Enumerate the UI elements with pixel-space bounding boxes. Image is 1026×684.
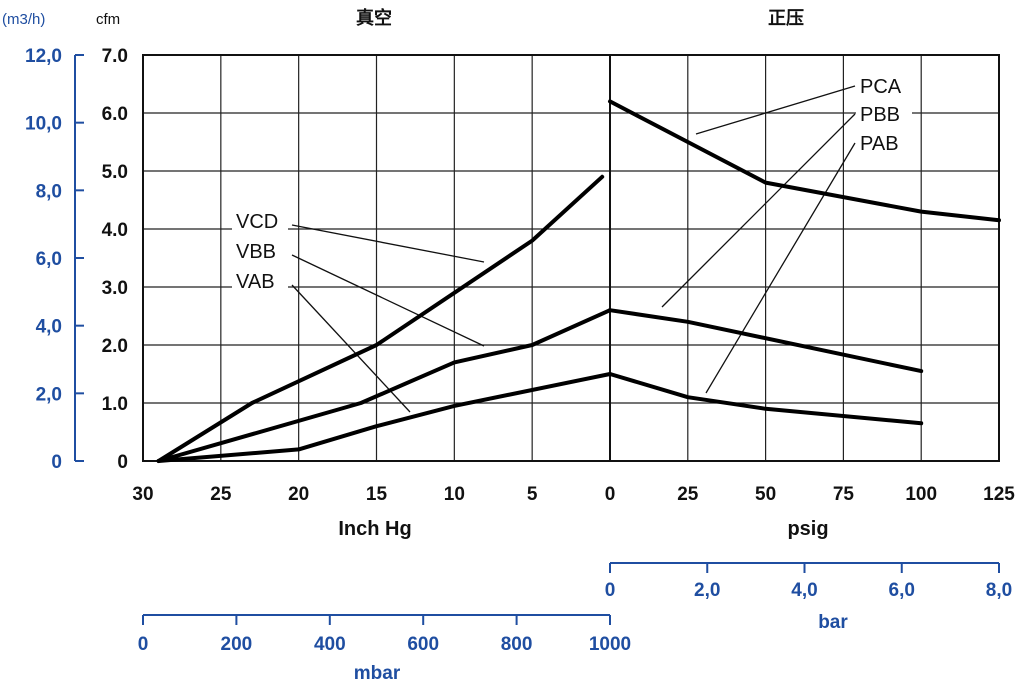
- x-vacuum-tick: 15: [366, 484, 388, 505]
- y-cfm-tick: 4.0: [102, 220, 128, 241]
- y-m3h-tick: 10,0: [25, 114, 62, 135]
- x-bar-label: bar: [818, 612, 848, 633]
- label-backing: [856, 74, 912, 98]
- x-vacuum-tick: 25: [210, 484, 232, 505]
- y-cfm-tick: 3.0: [102, 278, 128, 299]
- y-cfm-tick: 2.0: [102, 336, 128, 357]
- y-m3h-tick: 4,0: [36, 317, 62, 338]
- label-backing: [232, 239, 288, 263]
- label-backing: [232, 269, 288, 293]
- x-bar-tick: 0: [605, 580, 616, 601]
- x-pressure-tick: 100: [905, 484, 937, 505]
- y-m3h-tick: 0: [51, 452, 62, 473]
- y-m3h-tick: 6,0: [36, 249, 62, 270]
- header-pressure: 正压: [768, 8, 804, 28]
- x-vacuum-tick: 20: [288, 484, 309, 505]
- y-cfm-tick: 7.0: [102, 46, 128, 67]
- y-m3h-tick: 2,0: [36, 384, 62, 405]
- x-pressure-tick: 75: [833, 484, 855, 505]
- series-vab-line: [156, 372, 612, 463]
- series-vcd-line: [156, 174, 605, 463]
- leader-pca: [695, 85, 856, 135]
- x-pressure-tick: 125: [983, 484, 1015, 505]
- plot-frame: [142, 54, 1000, 462]
- y-m3h-tick: 8,0: [36, 181, 62, 202]
- series-pbb-line: [608, 308, 924, 374]
- series-curves: [156, 99, 1001, 463]
- x-bar-tick: 6,0: [889, 580, 915, 601]
- unit-cfm-label: cfm: [96, 11, 120, 28]
- y-cfm-tick: 5.0: [102, 162, 128, 183]
- x-vacuum-tick: 0: [605, 484, 616, 505]
- header-vacuum: 真空: [356, 7, 392, 28]
- series-pab-label: PAB: [860, 133, 899, 155]
- series-vab-label: VAB: [236, 271, 275, 293]
- label-backing: [232, 209, 288, 233]
- series-vbb-label: VBB: [236, 241, 276, 263]
- x-mbar-tick: 600: [407, 634, 439, 655]
- series-pbb-label: PBB: [860, 104, 900, 126]
- leader-lines: [291, 85, 856, 413]
- x-mbar-tick: 400: [314, 634, 346, 655]
- label-backing: [856, 131, 912, 155]
- x-pressure-tick: 50: [755, 484, 776, 505]
- series-vbb-line: [156, 308, 612, 463]
- grid: [142, 54, 1000, 462]
- leader-vab: [291, 284, 411, 413]
- x-bar-tick: 8,0: [986, 580, 1012, 601]
- y-m3h-tick: 12,0: [25, 46, 62, 67]
- y-cfm-tick: 1.0: [102, 394, 128, 415]
- axes: 0 1.0 2.0 3.0 4.0 5.0 6.0 7.0 0 2,0 4,0 6,0 8,0 10,0 1…: [25, 46, 1015, 684]
- x-pressure-label: psig: [787, 518, 828, 540]
- leader-pab: [705, 142, 856, 394]
- series-pab-line: [608, 372, 924, 426]
- leader-vcd: [291, 224, 485, 263]
- x-vacuum-tick: 10: [444, 484, 465, 505]
- series-vcd-label: VCD: [236, 211, 278, 233]
- x-vacuum-tick: 5: [527, 484, 538, 505]
- x-bar-tick: 4,0: [791, 580, 817, 601]
- series-pca-line: [608, 99, 1001, 223]
- leader-pbb: [661, 113, 856, 308]
- series-pca-label: PCA: [860, 76, 902, 98]
- leader-vbb: [291, 254, 485, 347]
- y-cfm-tick: 0: [117, 452, 128, 473]
- x-mbar-tick: 200: [221, 634, 253, 655]
- x-mbar-tick: 800: [501, 634, 533, 655]
- x-mbar-label: mbar: [354, 663, 401, 684]
- x-bar-tick: 2,0: [694, 580, 720, 601]
- x-mbar-tick: 1000: [589, 634, 631, 655]
- y-cfm-tick: 6.0: [102, 104, 128, 125]
- x-vacuum-label: Inch Hg: [338, 518, 411, 540]
- series-labels: VCD VBB VAB PCA PBB PAB: [232, 74, 912, 293]
- x-mbar-tick: 0: [138, 634, 149, 655]
- x-pressure-tick: 25: [677, 484, 699, 505]
- x-vacuum-tick: 30: [132, 484, 153, 505]
- label-backing: [856, 102, 912, 126]
- unit-m3h-label: (m3/h): [2, 11, 45, 28]
